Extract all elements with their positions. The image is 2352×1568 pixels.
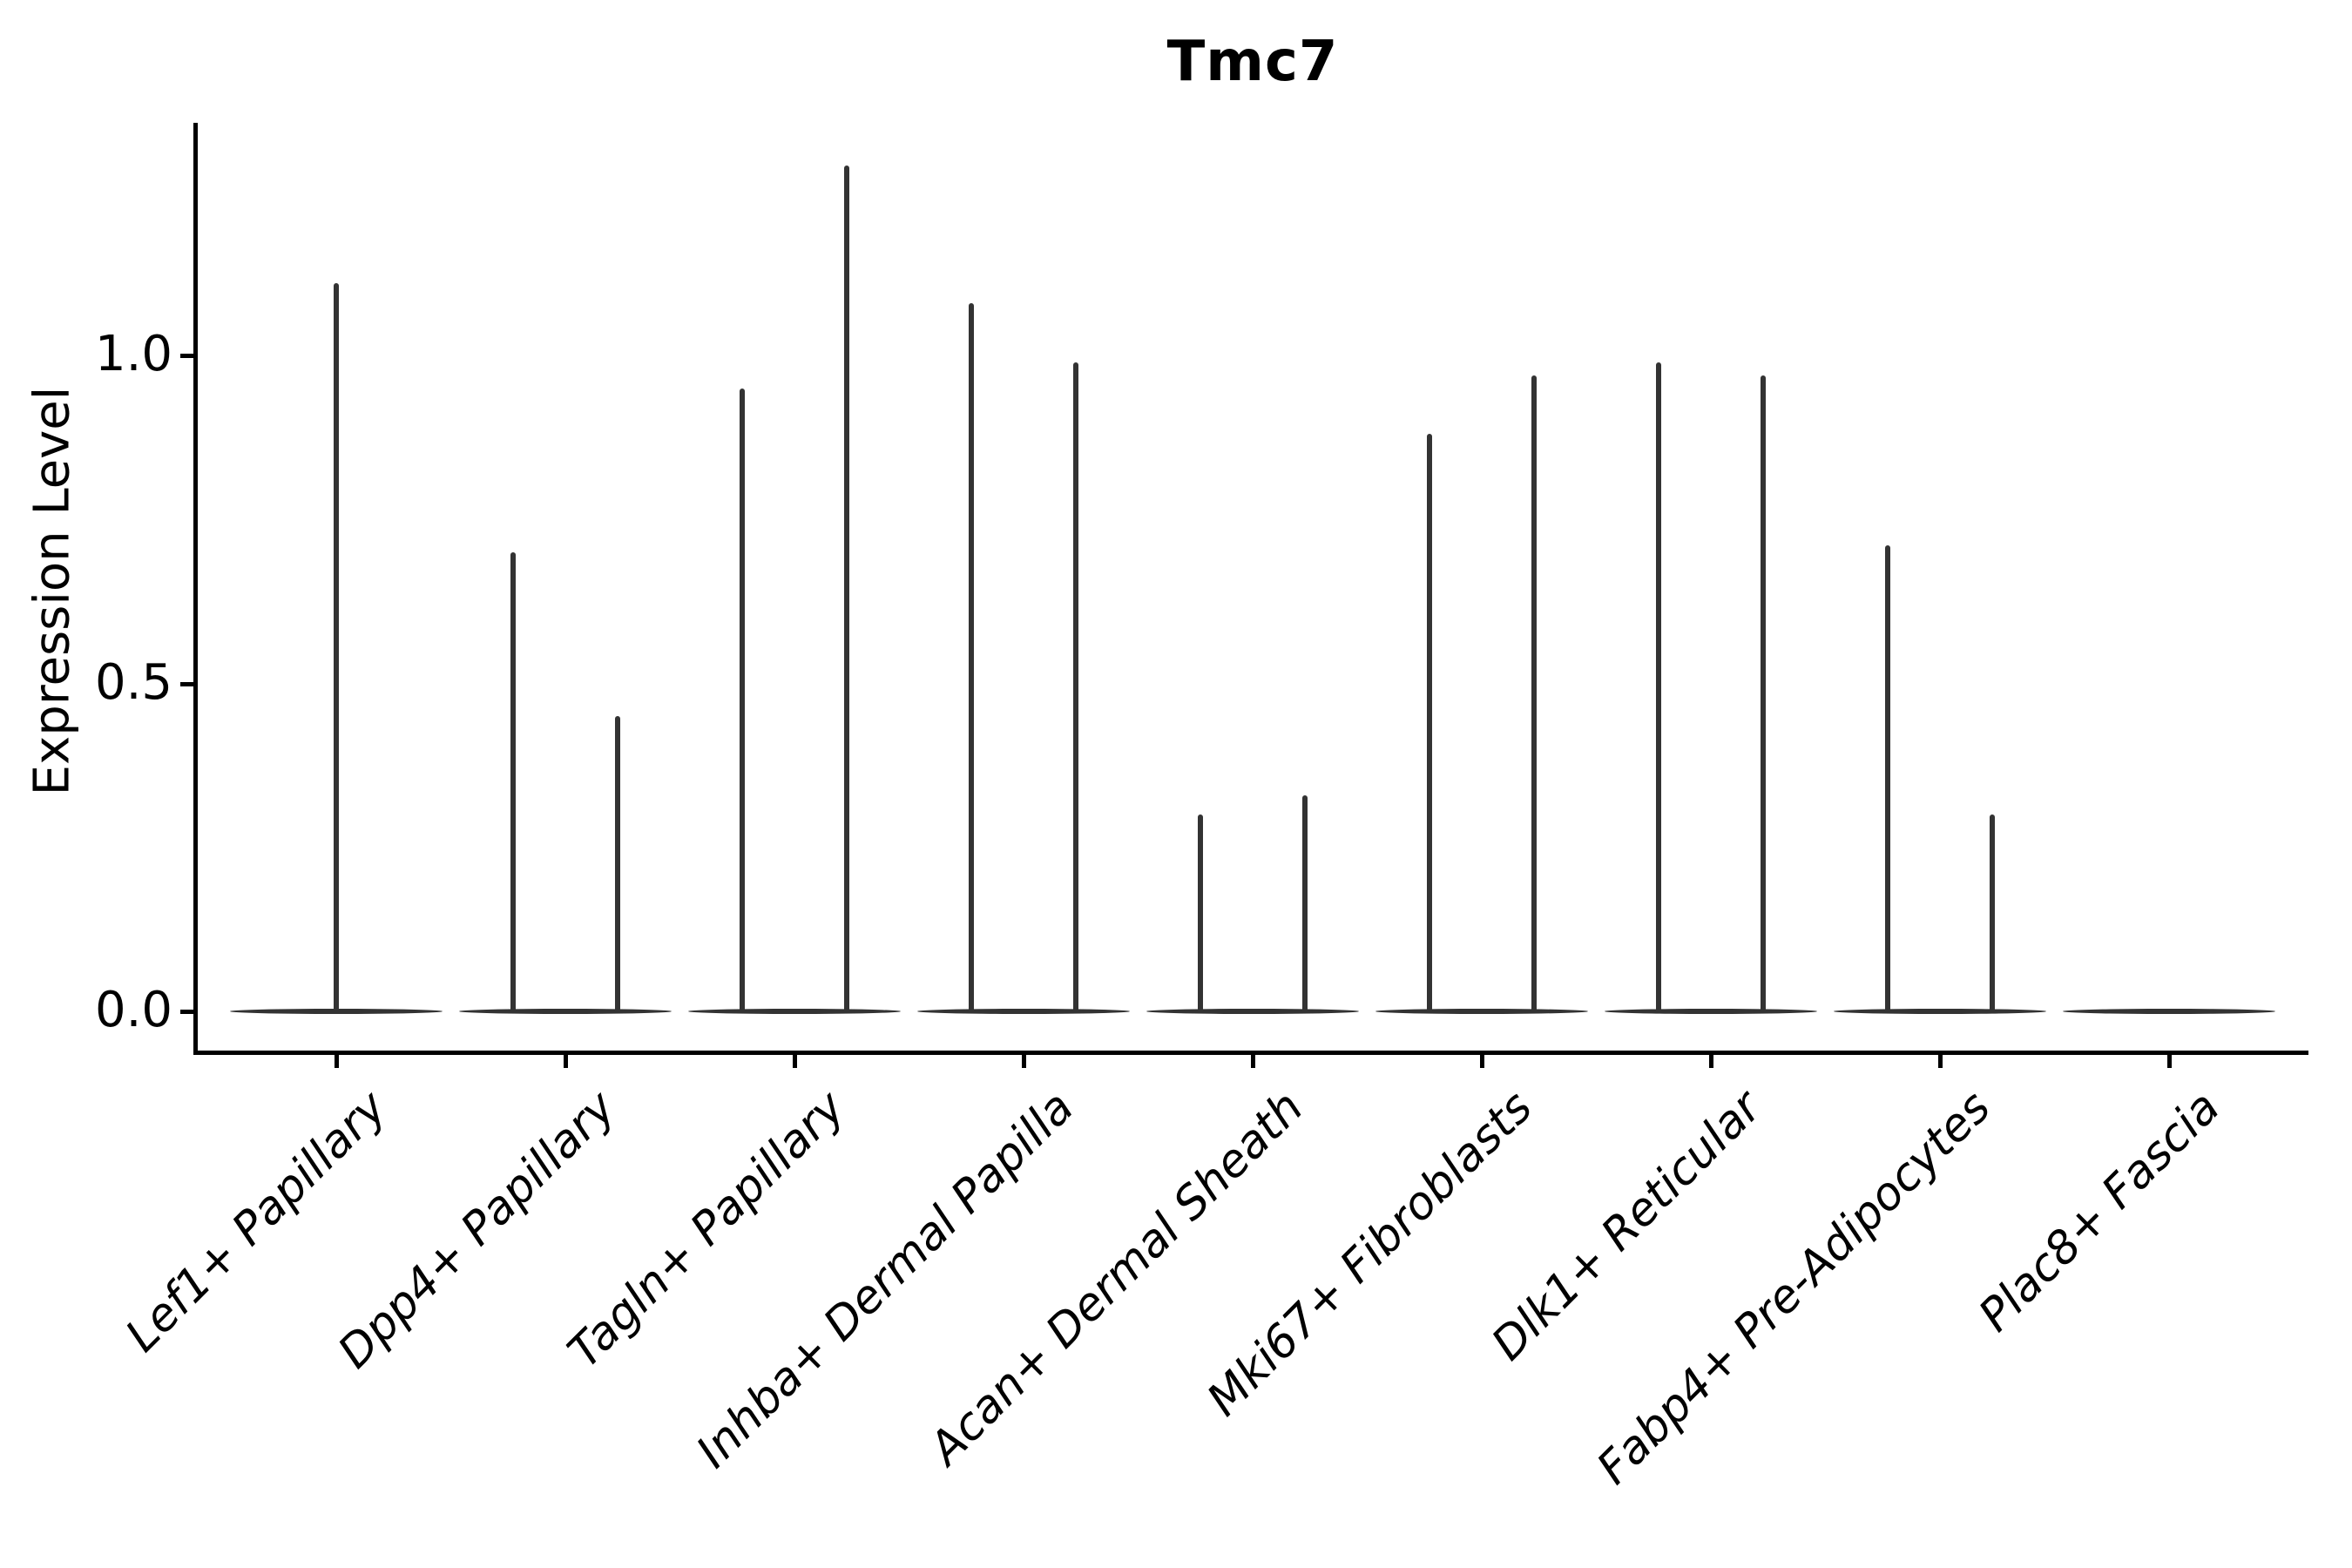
x-tick-mark (793, 1055, 797, 1068)
violin-spike (615, 716, 620, 1010)
violin-spike (1761, 375, 1766, 1010)
violin-baseline (1605, 1009, 1817, 1014)
x-tick-mark (1938, 1055, 1943, 1068)
violin-spike (1427, 434, 1432, 1010)
x-tick-label: Acan+ Dermal Sheath (919, 1081, 1314, 1476)
x-tick-label: Inhba+ Dermal Papilla (686, 1081, 1085, 1478)
violin-spike (1885, 545, 1890, 1010)
violin-spike (1073, 362, 1078, 1010)
x-axis-spine (193, 1051, 2308, 1055)
violin-spike (1302, 794, 1308, 1010)
violin-spike (1656, 362, 1661, 1010)
violin-baseline (2063, 1009, 2275, 1014)
violin-spike (1531, 375, 1537, 1010)
x-tick-label: Plac8+ Fascia (1969, 1081, 2230, 1342)
y-axis-spine (193, 123, 198, 1055)
violin-baseline (917, 1009, 1130, 1014)
violin-spike (844, 165, 849, 1010)
violin-baseline (1146, 1009, 1359, 1014)
y-tick-label: 0.5 (94, 653, 172, 711)
violin-spike (969, 302, 974, 1010)
violin-spike (740, 388, 745, 1010)
x-tick-label: Fabp4+ Pre-Adipocytes (1587, 1081, 2001, 1495)
violin-spike (510, 551, 516, 1010)
violin-baseline (459, 1009, 672, 1014)
violin-spike (334, 283, 339, 1010)
chart-title: Tmc7 (1166, 30, 1339, 94)
x-tick-mark (564, 1055, 568, 1068)
y-tick-mark (180, 354, 193, 358)
y-tick-label: 1.0 (94, 326, 172, 382)
violin-baseline (1375, 1009, 1588, 1014)
violin-baseline (1834, 1009, 2046, 1014)
violin-spike (1198, 814, 1203, 1010)
violin-baseline (230, 1009, 443, 1014)
x-tick-mark (1022, 1055, 1026, 1068)
violin-spike (1990, 814, 1995, 1010)
x-tick-mark (2167, 1055, 2172, 1068)
x-tick-mark (1709, 1055, 1713, 1068)
x-tick-mark (1480, 1055, 1484, 1068)
y-tick-mark (180, 1010, 193, 1014)
y-tick-mark (180, 681, 193, 686)
violin-baseline (688, 1009, 901, 1014)
y-tick-label: 0.0 (94, 982, 172, 1038)
x-tick-mark (1251, 1055, 1255, 1068)
x-tick-mark (335, 1055, 339, 1068)
